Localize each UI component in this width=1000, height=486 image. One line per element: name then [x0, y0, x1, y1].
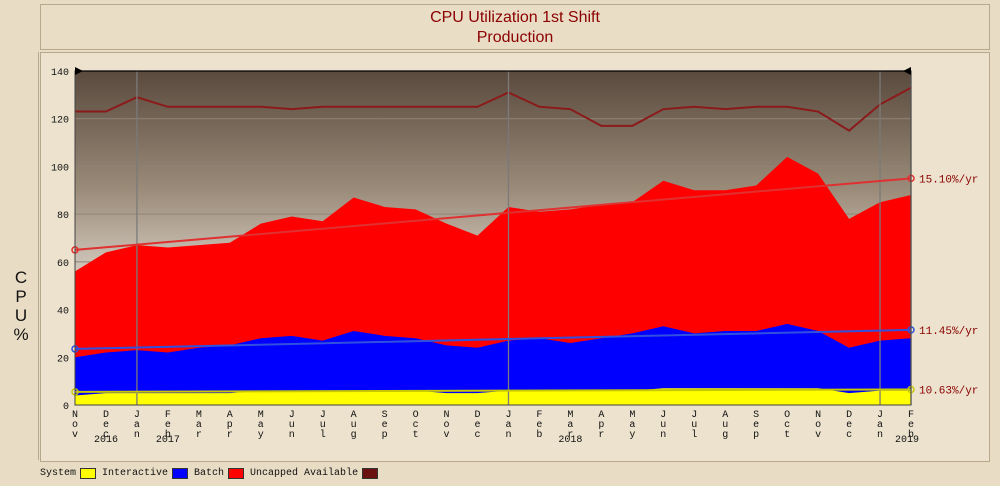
- y-tick-label: 40: [57, 307, 69, 318]
- chart-subtitle: Production: [476, 29, 554, 46]
- legend-label: Uncapped Available: [250, 467, 359, 479]
- y-axis-label: C P U %: [13, 268, 29, 344]
- legend-item: Batch: [194, 467, 245, 479]
- legend-item: Interactive: [102, 467, 189, 479]
- trendline-label: 10.63%/yr: [919, 385, 978, 397]
- y-tick-label: 140: [51, 68, 69, 79]
- y-tick-label: 80: [57, 211, 69, 222]
- legend-swatch: [80, 467, 97, 479]
- legend-swatch: [362, 467, 379, 479]
- legend-item: System: [40, 467, 97, 479]
- line-uncapped-available: [75, 86, 912, 132]
- legend-item: Uncapped Available: [250, 467, 379, 479]
- chart-area: 0 20 40 60 80 100 120 140 15.10%/yr 11.45%/yr 10.6…: [40, 52, 990, 462]
- area-system: [75, 388, 911, 405]
- y-axis-panel: C P U %: [0, 52, 39, 460]
- legend-swatch: [228, 467, 245, 479]
- x-year-label: 2016: [94, 435, 118, 446]
- trendline-label: 15.10%/yr: [919, 174, 978, 186]
- left-arrow-marker: [75, 67, 83, 75]
- right-arrow-marker: [903, 67, 911, 75]
- trendline: [74, 328, 912, 350]
- y-tick-label: 0: [63, 402, 69, 413]
- chart-title: CPU Utilization 1st Shift: [430, 9, 600, 26]
- x-year-label: 2017: [156, 435, 180, 446]
- y-tick-label: 60: [57, 259, 69, 270]
- y-tick-label: 120: [51, 116, 69, 127]
- x-year-label: 2019: [895, 435, 919, 446]
- legend-label: Batch: [194, 467, 225, 479]
- trendline: [74, 177, 912, 251]
- y-tick-label: 20: [57, 354, 69, 365]
- legend: System Interactive Batch Uncapped Available: [40, 465, 384, 481]
- legend-label: System: [40, 467, 77, 479]
- chart-title-bar: CPU Utilization 1st Shift Production: [40, 4, 990, 50]
- chart-svg: 0 20 40 60 80 100 120 140 15.10%/yr 11.45%/yr 10.6…: [51, 67, 978, 446]
- legend-label: Interactive: [102, 467, 169, 479]
- y-tick-label: 100: [51, 163, 69, 174]
- trendline-label: 11.45%/yr: [919, 326, 978, 338]
- trendline: [74, 388, 912, 393]
- x-year-label: 2018: [558, 435, 582, 446]
- legend-swatch: [172, 467, 189, 479]
